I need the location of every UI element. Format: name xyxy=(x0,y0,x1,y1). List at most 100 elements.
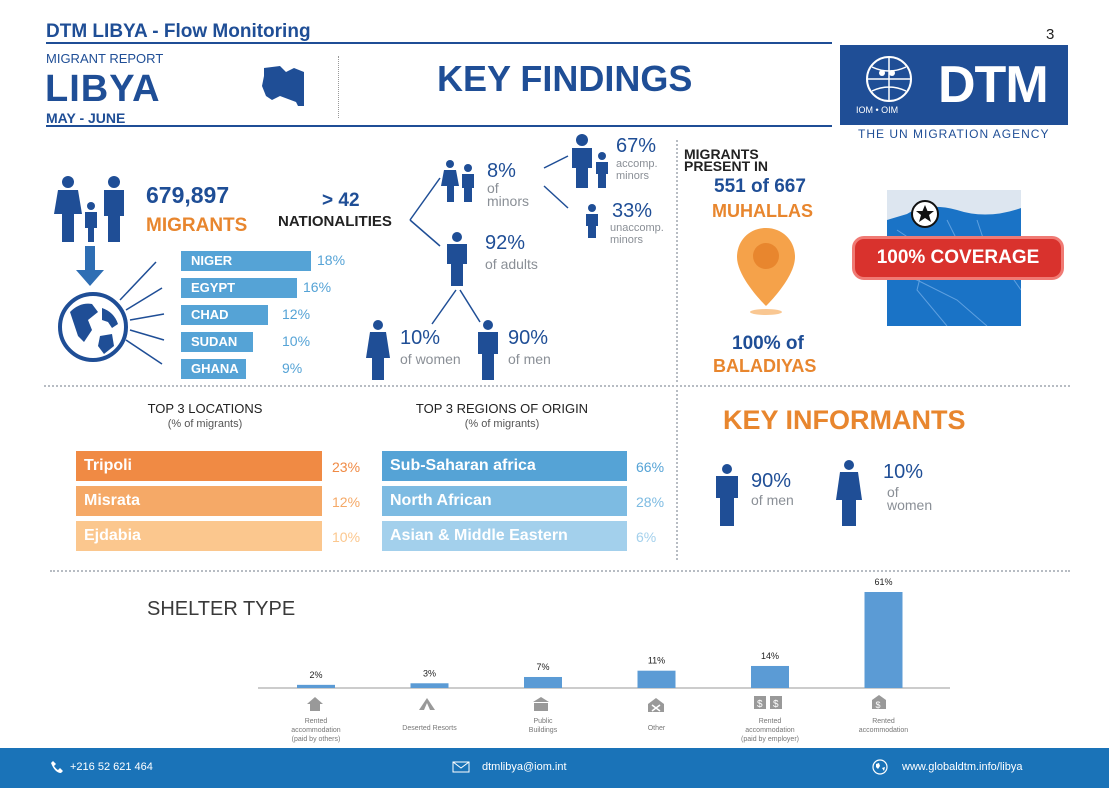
shelter-title: SHELTER TYPE xyxy=(147,598,296,620)
shelter-category-label-2: Deserted Resorts xyxy=(390,724,470,733)
shelter-bar-4 xyxy=(637,670,676,688)
shelter-category-line: Rented xyxy=(304,718,328,725)
adults-pct: 92% xyxy=(485,232,526,254)
region-bar-2: North African xyxy=(382,486,627,516)
shelter-category-label-5: Rented accommodation (paid by employer) xyxy=(730,717,810,744)
shelter-category-line: Rented xyxy=(872,718,895,725)
region-bar-3: Asian & Middle Eastern xyxy=(382,521,627,551)
nationality-pct-egypt: 16% xyxy=(303,279,332,295)
unaccomp-pct: 33% xyxy=(612,200,653,222)
demographics-tree-lines xyxy=(409,155,569,325)
shelter-category-label-3: Public Buildings xyxy=(503,717,583,735)
header-rule-bottom xyxy=(46,125,832,127)
ki-women-label: women xyxy=(887,497,933,513)
adult-child-icon xyxy=(572,134,608,188)
women-label: of women xyxy=(400,351,461,367)
star-marker-icon xyxy=(911,200,939,228)
shelter-value-label-1: 2% xyxy=(309,670,322,680)
children-icon xyxy=(441,160,474,202)
men-label: of men xyxy=(508,351,551,367)
shelter-category-line: Buildings xyxy=(528,727,558,734)
down-arrow-icon xyxy=(76,246,104,286)
shelter-category-label-4: Other xyxy=(617,724,697,733)
presence-label-line1: MIGRANTS xyxy=(684,146,759,162)
nationality-bar-egypt: EGYPT xyxy=(181,278,297,298)
adults-label: of adults xyxy=(485,256,538,272)
shelter-value-label-4: 11% xyxy=(648,656,665,666)
shelter-value-label-2: 3% xyxy=(423,668,436,678)
accomp-label-minors: minors xyxy=(616,170,650,182)
location-bar-3: Ejdabia xyxy=(76,521,322,551)
family-icon xyxy=(54,176,124,242)
phone-icon xyxy=(51,761,63,773)
accomp-pct: 67% xyxy=(616,135,657,157)
other-icon xyxy=(648,698,664,712)
region-pct-1: 66% xyxy=(636,459,665,475)
svg-text:$: $ xyxy=(757,699,763,710)
page-number: 3 xyxy=(1046,26,1055,43)
region-pct-3: 6% xyxy=(636,529,657,545)
presence-label-line2: PRESENT IN xyxy=(684,158,769,174)
iom-emblem-icon xyxy=(866,56,912,102)
location-pct-2: 12% xyxy=(332,494,361,510)
shelter-value-label-5: 14% xyxy=(761,651,779,661)
dtm-logo-text: DTM xyxy=(938,56,1049,114)
minors-label-of: of xyxy=(487,180,499,196)
nationality-bar-chad: CHAD xyxy=(181,305,268,325)
ki-women-pct: 10% xyxy=(883,461,924,483)
rented-house-icon xyxy=(307,697,323,711)
accomp-label: accomp. xyxy=(616,158,658,170)
header-rule-top xyxy=(46,42,832,44)
minors-label: minors xyxy=(487,193,530,209)
shelter-value-label-3: 7% xyxy=(536,662,549,672)
nationalities-label: NATIONALITIES xyxy=(278,213,392,230)
country-title: LIBYA xyxy=(45,68,161,110)
ki-women-label-of: of xyxy=(887,484,899,500)
key-informants-title: KEY INFORMANTS xyxy=(723,405,966,435)
man-icon xyxy=(478,320,498,380)
nationality-pct-chad: 12% xyxy=(282,306,311,322)
muhallas-count: 551 of 667 xyxy=(714,176,806,197)
shelter-bar-1 xyxy=(297,684,335,688)
region-bar-1: Sub-Saharan africa xyxy=(382,451,627,481)
svg-text:$: $ xyxy=(876,700,881,710)
migrants-count: 679,897 xyxy=(146,182,230,208)
radiating-lines xyxy=(119,261,165,365)
shelter-bar-5 xyxy=(751,665,789,688)
shelter-category-line: (paid by others) xyxy=(291,736,341,743)
employer-paid-icon: $ $ xyxy=(754,696,782,710)
shelter-category-line: Other xyxy=(647,725,666,732)
email-icon xyxy=(452,761,470,773)
report-period: MAY - JUNE xyxy=(46,110,126,126)
footer-phone[interactable]: +216 52 621 464 xyxy=(70,761,153,773)
shelter-category-line: (paid by employer) xyxy=(741,736,799,743)
unaccomp-label-minors: minors xyxy=(610,234,644,246)
locations-subtitle: (% of migrants) xyxy=(167,418,243,430)
nationality-pct-ghana: 9% xyxy=(282,360,303,376)
rented-dollar-icon: $ xyxy=(872,695,886,710)
report-title: DTM LIBYA - Flow Monitoring xyxy=(46,21,311,42)
regions-subtitle: (% of migrants) xyxy=(464,418,540,430)
women-pct: 10% xyxy=(400,327,441,349)
woman-icon xyxy=(366,320,390,380)
agency-text: THE UN MIGRATION AGENCY xyxy=(858,127,1050,141)
footer-web[interactable]: www.globaldtm.info/libya xyxy=(902,761,1023,773)
unaccompanied-child-icon xyxy=(586,204,598,238)
location-pct-1: 23% xyxy=(332,459,361,475)
locations-title: TOP 3 LOCATIONS xyxy=(147,401,263,416)
regions-title: TOP 3 REGIONS OF ORIGIN xyxy=(415,401,589,416)
men-pct: 90% xyxy=(508,327,549,349)
shelter-category-line: accommodation xyxy=(858,727,909,734)
shelter-category-label-6: Rented accommodation xyxy=(844,717,924,735)
tent-icon xyxy=(419,698,435,710)
unaccomp-label: unaccomp. xyxy=(610,222,664,234)
migrants-label: MIGRANTS xyxy=(146,215,248,236)
vertical-divider-top xyxy=(676,140,678,382)
footer-email[interactable]: dtmlibya@iom.int xyxy=(482,761,567,773)
coverage-badge: 100% COVERAGE xyxy=(852,236,1064,280)
header-divider xyxy=(338,56,339,118)
shelter-bar-2 xyxy=(410,683,449,688)
section-title: KEY FINDINGS xyxy=(437,58,693,99)
baladiyas-label: BALADIYAS xyxy=(713,356,817,376)
shelter-chart: 2% 3% 7% 11% 14% 61% xyxy=(258,577,950,689)
